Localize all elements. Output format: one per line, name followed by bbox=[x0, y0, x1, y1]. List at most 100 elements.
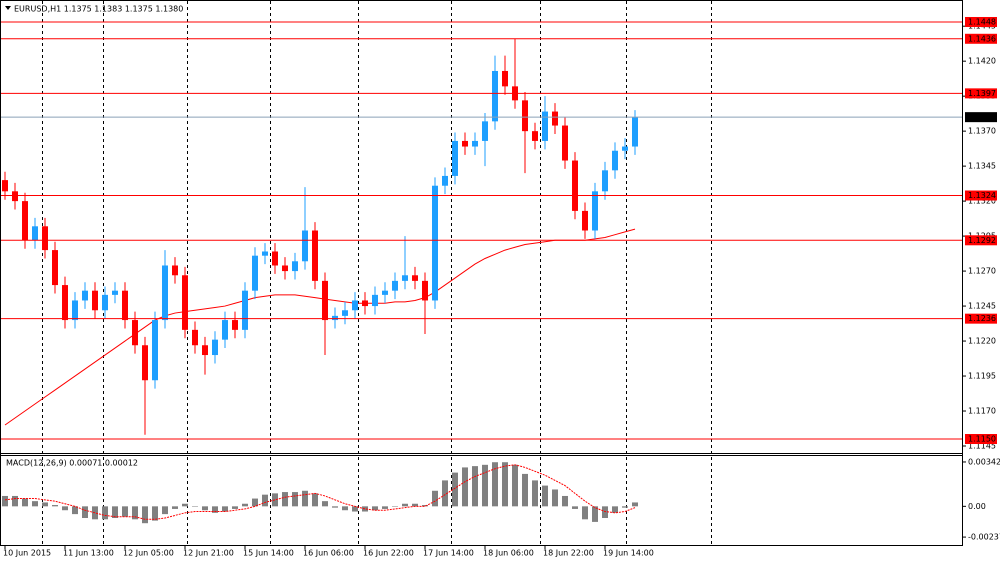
macd-bar bbox=[392, 506, 398, 507]
x-tick-label: 11 Jun 13:00 bbox=[63, 549, 114, 558]
macd-bar bbox=[172, 506, 178, 509]
macd-bar bbox=[152, 506, 158, 521]
level-label: 1.1292 bbox=[968, 236, 996, 245]
candle-body bbox=[52, 250, 58, 286]
y-tick-label: 1.1320 bbox=[968, 197, 996, 206]
x-tick-label: 16 Jun 22:00 bbox=[363, 549, 414, 558]
macd-bar bbox=[592, 506, 598, 522]
candle-body bbox=[82, 290, 88, 301]
candle-body bbox=[332, 315, 338, 321]
candle-body bbox=[382, 290, 388, 295]
macd-bar bbox=[32, 501, 38, 507]
macd-bar bbox=[572, 506, 578, 509]
candle-body bbox=[162, 265, 168, 321]
candle-body bbox=[172, 265, 178, 276]
candle-body bbox=[502, 70, 508, 87]
candle-body bbox=[342, 310, 348, 316]
x-tick-label: 19 Jun 14:00 bbox=[603, 549, 654, 558]
macd-bar bbox=[342, 506, 348, 511]
indicator-title: MACD(12,26,9) 0.00071 0.00012 bbox=[6, 459, 138, 468]
y-tick-label: 1.1270 bbox=[968, 267, 996, 276]
candle-body bbox=[492, 70, 498, 122]
candle-body bbox=[602, 170, 608, 192]
macd-bar bbox=[422, 505, 428, 507]
candle-body bbox=[392, 280, 398, 291]
macd-bar bbox=[52, 505, 58, 507]
candle-body bbox=[362, 300, 368, 307]
candle-body bbox=[32, 226, 38, 241]
macd-bar bbox=[612, 506, 618, 513]
macd-bar bbox=[42, 502, 48, 507]
macd-bar bbox=[292, 492, 298, 507]
candle-body bbox=[282, 265, 288, 272]
macd-bar bbox=[192, 506, 198, 507]
macd-bar bbox=[162, 506, 168, 515]
candle-body bbox=[552, 111, 558, 126]
candle-body bbox=[142, 345, 148, 381]
macd-bar bbox=[2, 495, 8, 507]
macd-bar bbox=[432, 490, 438, 507]
macd-bar bbox=[102, 506, 108, 520]
x-tick-label: 15 Jun 14:00 bbox=[243, 549, 294, 558]
macd-bar bbox=[382, 506, 388, 509]
macd-bar bbox=[582, 506, 588, 520]
x-tick-label: 12 Jun 21:00 bbox=[183, 549, 234, 558]
current-price-tag bbox=[965, 112, 997, 123]
level-label: 1.1150 bbox=[968, 435, 996, 444]
candle-body bbox=[522, 100, 528, 132]
level-label: 1.1448 bbox=[968, 17, 996, 26]
candle-body bbox=[22, 201, 28, 241]
level-tag bbox=[965, 313, 997, 324]
candle-body bbox=[272, 251, 278, 266]
macd-bar bbox=[142, 506, 148, 524]
candle-body bbox=[562, 125, 568, 161]
candle-body bbox=[152, 320, 158, 381]
macd-bar bbox=[522, 473, 528, 507]
signal-line bbox=[4, 464, 636, 520]
macd-bar bbox=[332, 506, 338, 508]
macd-bar bbox=[512, 464, 518, 507]
level-label: 1.1236 bbox=[968, 314, 996, 323]
macd-bar bbox=[12, 495, 18, 507]
y-tick-label: 1.1145 bbox=[968, 442, 996, 451]
y-tick-label: 1.1220 bbox=[968, 337, 996, 346]
macd-bar bbox=[452, 472, 458, 507]
macd-bar bbox=[112, 506, 118, 519]
y-tick-label: 0.00342 bbox=[968, 457, 1000, 466]
macd-bar bbox=[562, 495, 568, 507]
chart-title: EURUSD,H1 1.1375 1.1383 1.1375 1.1380 bbox=[14, 5, 183, 14]
macd-bar bbox=[412, 503, 418, 507]
macd-bar bbox=[62, 506, 68, 511]
macd-bar bbox=[212, 506, 218, 513]
candle-body bbox=[462, 140, 468, 147]
frame bbox=[0, 0, 963, 546]
candle-body bbox=[202, 345, 208, 356]
y-tick-label: 1.1420 bbox=[968, 57, 996, 66]
level-label: 1.1324 bbox=[968, 191, 996, 200]
candle-body bbox=[72, 300, 78, 321]
y-tick-label: 1.1170 bbox=[968, 407, 996, 416]
candle-body bbox=[582, 210, 588, 231]
candle-body bbox=[482, 121, 488, 141]
macd-bar bbox=[552, 489, 558, 507]
level-tag bbox=[965, 33, 997, 44]
level-tag bbox=[965, 235, 997, 246]
x-tick-label: 18 Jun 06:00 bbox=[483, 549, 534, 558]
candle-body bbox=[432, 185, 438, 301]
macd-bar bbox=[252, 498, 258, 507]
level-label: 1.1397 bbox=[968, 89, 996, 98]
menu-arrow bbox=[5, 6, 11, 10]
y-tick-label: 0.00 bbox=[968, 502, 986, 511]
macd-bar bbox=[632, 502, 638, 507]
x-tick-label: 16 Jun 06:00 bbox=[303, 549, 354, 558]
macd-bar bbox=[362, 506, 368, 512]
candle-body bbox=[262, 251, 268, 256]
y-tick-label: 1.1345 bbox=[968, 162, 996, 171]
macd-bar bbox=[442, 480, 448, 507]
macd-bar bbox=[472, 466, 478, 507]
macd-bar bbox=[502, 462, 508, 507]
macd-bar bbox=[492, 462, 498, 507]
moving-average bbox=[4, 228, 636, 426]
y-tick-label: 1.1195 bbox=[968, 372, 996, 381]
candle-body bbox=[612, 150, 618, 171]
